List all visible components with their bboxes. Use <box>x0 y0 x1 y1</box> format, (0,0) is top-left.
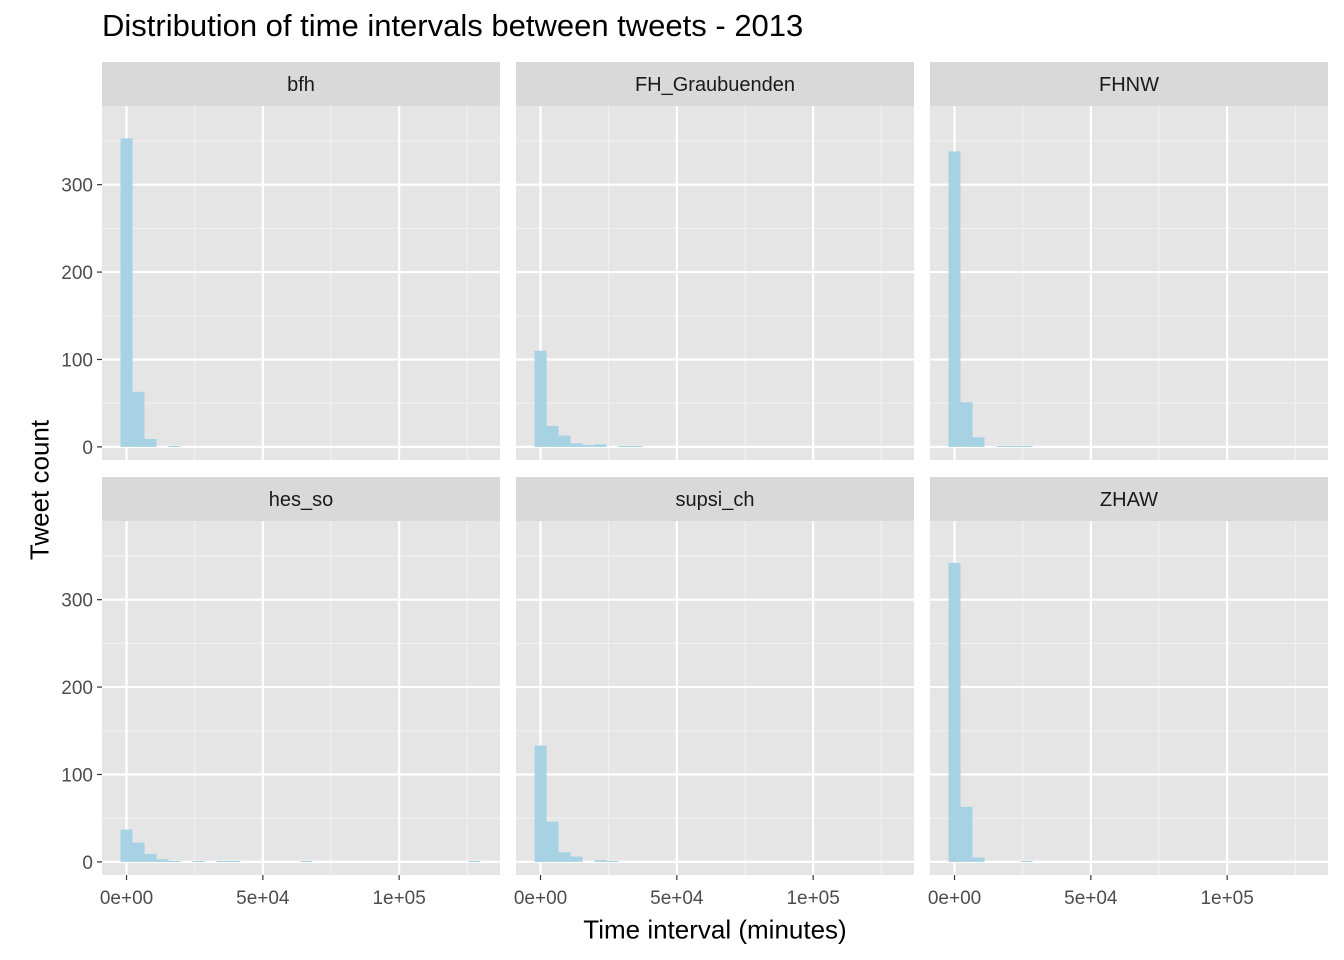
histogram-bar <box>948 151 961 447</box>
x-tick-label: 5e+04 <box>1064 888 1118 909</box>
y-tick-label: 300 <box>61 176 93 197</box>
histogram-bar <box>534 745 547 862</box>
panel-background <box>516 106 914 460</box>
histogram-bar <box>168 861 181 863</box>
y-tick-label: 300 <box>61 591 93 612</box>
y-tick-label: 0 <box>82 438 93 459</box>
x-tick-label: 0e+00 <box>928 888 981 909</box>
histogram-bar <box>144 439 157 447</box>
x-axis-label: Time interval (minutes) <box>583 914 847 945</box>
histogram-bar <box>228 861 241 863</box>
histogram-bar <box>300 861 313 863</box>
histogram-bar <box>216 861 229 863</box>
histogram-bar <box>948 562 961 862</box>
x-tick-label: 1e+05 <box>786 888 839 909</box>
facet-strip <box>930 62 1328 106</box>
histogram-bar <box>606 861 619 863</box>
y-tick-label: 100 <box>61 765 93 786</box>
y-tick-label: 100 <box>61 350 93 371</box>
histogram-bar <box>972 437 985 447</box>
histogram-bar <box>468 861 481 863</box>
histogram-bar <box>972 857 985 862</box>
facet-label: ZHAW <box>1100 489 1158 511</box>
facet-strip <box>102 62 500 106</box>
panel-background <box>930 106 1328 460</box>
histogram-bar <box>1020 861 1033 863</box>
x-tick-label: 0e+00 <box>100 888 153 909</box>
histogram-bar <box>168 446 181 448</box>
facet-strip <box>102 477 500 521</box>
panel-background <box>102 106 500 460</box>
facet-strip <box>930 477 1328 521</box>
panel-background <box>516 521 914 875</box>
histogram-bar <box>594 860 607 862</box>
histogram-bar <box>630 446 643 448</box>
histogram-bar <box>1008 446 1021 448</box>
histogram-bar <box>570 443 583 447</box>
x-tick-label: 0e+00 <box>514 888 567 909</box>
histogram-bar <box>534 350 547 447</box>
histogram-bar <box>996 446 1009 448</box>
panel-background <box>102 521 500 875</box>
histogram-bar <box>120 829 133 862</box>
y-tick-label: 200 <box>61 263 93 284</box>
histogram-bar <box>132 391 145 447</box>
histogram-bar <box>960 806 973 862</box>
histogram-bar <box>558 435 571 447</box>
y-tick-label: 0 <box>82 853 93 874</box>
facet-label: FH_Graubuenden <box>635 74 795 96</box>
histogram-bar <box>1020 446 1033 448</box>
panel-background <box>930 521 1328 875</box>
histogram-bar <box>192 861 205 863</box>
histogram-bar <box>618 446 631 448</box>
x-tick-label: 5e+04 <box>236 888 290 909</box>
x-tick-label: 1e+05 <box>372 888 425 909</box>
chart-title: Distribution of time intervals between t… <box>102 8 804 43</box>
histogram-bar <box>558 852 571 862</box>
facet-strip <box>516 477 914 521</box>
histogram-bar <box>546 425 559 447</box>
histogram-bar <box>546 821 559 862</box>
histogram-bar <box>144 854 157 862</box>
histogram-bar <box>960 402 973 447</box>
facet-label: bfh <box>287 74 315 96</box>
facet-label: supsi_ch <box>676 489 755 511</box>
histogram-bar <box>570 856 583 862</box>
y-tick-label: 200 <box>61 678 93 699</box>
facet-label: hes_so <box>269 489 334 511</box>
histogram-bar <box>120 138 133 447</box>
histogram-bar <box>594 444 607 447</box>
facet-strip <box>516 62 914 106</box>
facet-label: FHNW <box>1099 74 1159 96</box>
histogram-bar <box>156 859 169 862</box>
x-tick-label: 1e+05 <box>1200 888 1253 909</box>
histogram-bar <box>132 842 145 862</box>
histogram-bar <box>582 445 595 447</box>
x-tick-label: 5e+04 <box>650 888 704 909</box>
